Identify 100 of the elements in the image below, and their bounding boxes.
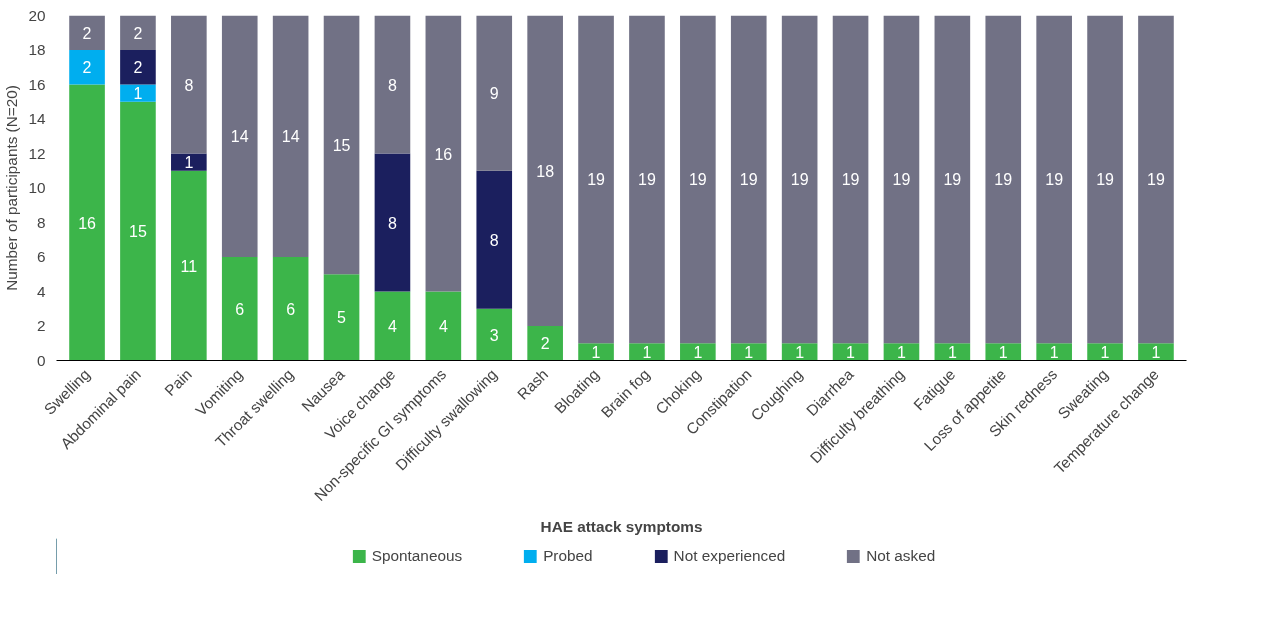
data-label: 2 bbox=[82, 24, 92, 42]
data-label: 9 bbox=[489, 85, 499, 103]
bar bbox=[120, 101, 156, 361]
y-tick-label: 12 bbox=[28, 144, 46, 162]
data-label: 19 bbox=[943, 171, 962, 189]
bar bbox=[425, 291, 462, 361]
data-label: 1 bbox=[1049, 343, 1059, 361]
bar bbox=[1138, 15, 1174, 344]
bar bbox=[171, 170, 207, 361]
data-label: 1 bbox=[795, 343, 805, 361]
bar bbox=[1036, 343, 1072, 361]
bar bbox=[527, 326, 563, 361]
bar bbox=[832, 15, 869, 344]
x-axis-title: HAE attack symptoms bbox=[540, 518, 703, 535]
bar bbox=[374, 153, 411, 292]
data-label: 19 bbox=[587, 171, 606, 189]
bar bbox=[425, 15, 462, 292]
data-label: 1 bbox=[1151, 343, 1161, 361]
data-label: 14 bbox=[281, 128, 300, 146]
bar bbox=[1138, 343, 1174, 361]
bar bbox=[629, 343, 665, 361]
data-label: 19 bbox=[841, 171, 860, 189]
y-tick-label: 2 bbox=[36, 317, 46, 334]
y-tick-label: 14 bbox=[28, 110, 46, 127]
bar bbox=[527, 15, 563, 326]
data-label: 2 bbox=[133, 59, 143, 77]
bar bbox=[476, 308, 513, 361]
bar bbox=[476, 170, 513, 309]
bar bbox=[272, 257, 309, 361]
data-label: 8 bbox=[489, 231, 499, 249]
bar bbox=[69, 15, 105, 50]
data-label: 6 bbox=[235, 300, 245, 318]
data-label: 2 bbox=[540, 335, 550, 353]
data-label: 6 bbox=[286, 300, 296, 318]
data-label: 1 bbox=[897, 343, 907, 361]
data-label: 1 bbox=[846, 343, 856, 361]
y-tick-label: 20 bbox=[28, 6, 46, 24]
data-label: 19 bbox=[1096, 171, 1115, 189]
data-label: 2 bbox=[133, 24, 143, 42]
bar bbox=[730, 343, 767, 361]
y-tick-label: 18 bbox=[28, 41, 46, 58]
data-label: 4 bbox=[438, 318, 448, 335]
data-label: 1 bbox=[947, 343, 957, 361]
data-label: 1 bbox=[133, 85, 143, 103]
data-label: 16 bbox=[78, 214, 97, 232]
bar bbox=[272, 15, 309, 257]
bar bbox=[120, 50, 156, 85]
bar bbox=[883, 15, 920, 344]
bar bbox=[1087, 15, 1123, 344]
bar bbox=[1087, 343, 1123, 361]
data-label: 19 bbox=[1147, 171, 1165, 189]
y-tick-label: 16 bbox=[28, 75, 46, 93]
bar bbox=[323, 15, 360, 275]
data-label: 1 bbox=[591, 343, 601, 361]
data-label: 5 bbox=[337, 309, 347, 327]
data-label: 1 bbox=[998, 343, 1008, 361]
y-axis-title: Number of participants (N=20) bbox=[3, 85, 21, 291]
bar bbox=[578, 343, 614, 361]
data-label: 1 bbox=[1100, 343, 1110, 361]
data-label: 2 bbox=[82, 59, 92, 77]
data-label: 11 bbox=[180, 257, 198, 275]
data-label: 18 bbox=[536, 162, 555, 180]
bar bbox=[120, 15, 156, 50]
data-label: 16 bbox=[434, 145, 453, 163]
y-tick-label: 8 bbox=[36, 213, 46, 231]
data-label: 19 bbox=[638, 171, 656, 189]
legend-label: Spontaneous bbox=[371, 547, 463, 565]
data-label: 15 bbox=[129, 223, 147, 241]
data-label: 15 bbox=[332, 136, 351, 154]
legend-label: Not asked bbox=[866, 547, 936, 565]
data-label: 3 bbox=[489, 326, 499, 344]
legend-label: Not experienced bbox=[673, 547, 786, 565]
bar bbox=[985, 343, 1022, 361]
data-label: 19 bbox=[688, 171, 707, 189]
x-tick-label: Pain bbox=[161, 365, 195, 400]
bar bbox=[730, 15, 767, 344]
data-label: 4 bbox=[388, 318, 397, 335]
data-label: 14 bbox=[230, 128, 249, 146]
data-label: 1 bbox=[693, 343, 703, 361]
y-tick-label: 4 bbox=[36, 282, 46, 300]
bar bbox=[374, 291, 411, 361]
y-tick-label: 6 bbox=[36, 248, 46, 265]
data-label: 1 bbox=[642, 343, 652, 361]
bar bbox=[578, 15, 614, 344]
bar bbox=[781, 15, 818, 344]
bar bbox=[680, 343, 716, 361]
bar bbox=[934, 15, 971, 344]
y-tick-label: 0 bbox=[36, 351, 46, 369]
data-label: 19 bbox=[1045, 171, 1064, 189]
data-label: 19 bbox=[790, 171, 809, 189]
bar bbox=[171, 153, 207, 171]
bar bbox=[1036, 15, 1072, 344]
data-label: 8 bbox=[388, 214, 397, 232]
data-label: 1 bbox=[184, 154, 194, 172]
bar bbox=[69, 50, 105, 85]
bar bbox=[171, 15, 207, 154]
legend-label: Probed bbox=[543, 547, 593, 565]
bar bbox=[120, 84, 156, 102]
bar bbox=[221, 257, 258, 361]
data-label: 8 bbox=[388, 76, 397, 94]
